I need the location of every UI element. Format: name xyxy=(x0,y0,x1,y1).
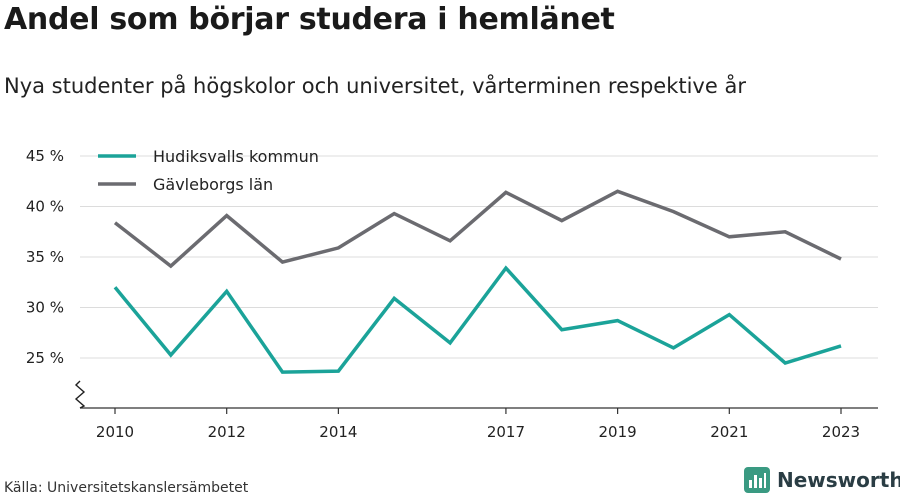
series-line-gavleborg xyxy=(113,189,842,269)
newsworthy-logo-icon xyxy=(744,467,770,493)
x-tick-label: 2017 xyxy=(487,423,525,441)
y-tick-label: 25 % xyxy=(26,349,64,367)
brand-logo: Newsworthy xyxy=(744,467,900,493)
x-tick-label: 2023 xyxy=(822,423,860,441)
brand-name: Newsworthy xyxy=(777,468,900,492)
legend-label: Gävleborgs län xyxy=(153,175,273,194)
x-tick-label: 2014 xyxy=(319,423,357,441)
axis-break-icon xyxy=(74,380,86,409)
legend-label: Hudiksvalls kommun xyxy=(153,147,319,166)
series-line-hudiksvall xyxy=(113,265,842,374)
y-tick-label: 40 % xyxy=(26,198,64,216)
chart-title: Andel som börjar studera i hemlänet xyxy=(4,2,615,37)
chart-subtitle: Nya studenter på högskolor och universit… xyxy=(4,74,746,98)
y-tick-label: 30 % xyxy=(26,299,64,317)
x-tick-label: 2019 xyxy=(599,423,637,441)
source-note: Källa: Universitetskanslersämbetet xyxy=(4,480,249,496)
x-tick-label: 2010 xyxy=(96,423,134,441)
x-tick-label: 2021 xyxy=(710,423,748,441)
y-tick-label: 45 % xyxy=(26,147,64,165)
y-tick-label: 35 % xyxy=(26,248,64,266)
x-tick-label: 2012 xyxy=(208,423,246,441)
